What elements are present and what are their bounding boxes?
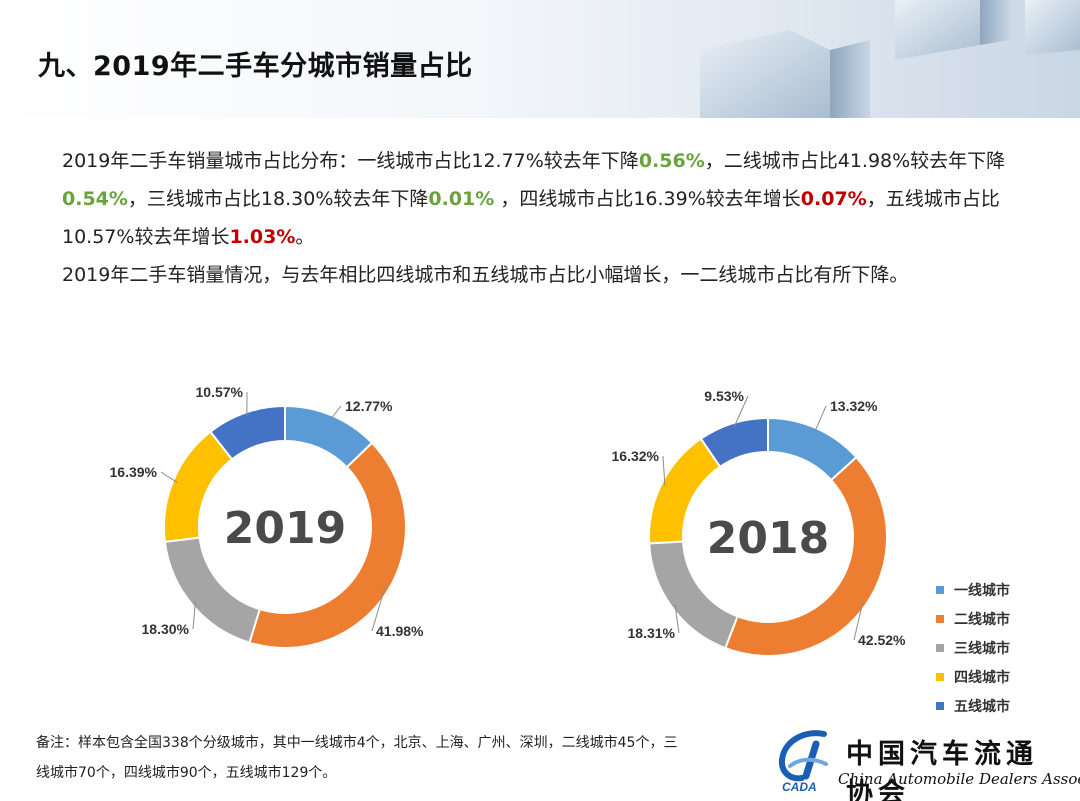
legend-item-tier-1: 一线城市	[936, 575, 1010, 604]
donut-2018-label-5: 9.53%	[704, 388, 744, 404]
donut-2019-label-2: 41.98%	[376, 623, 424, 639]
logo-name-cn: 中国汽车流通协会	[846, 739, 1038, 801]
donut-2018-center-label: 2018	[707, 513, 829, 564]
donut-2019-slice-4	[163, 430, 234, 543]
summary-paragraph-2: 2019年二手车销量情况，与去年相比四线城市和五线城市占比小幅增长，一二线城市占…	[62, 264, 909, 286]
tier2-change: 0.54%	[62, 188, 128, 210]
donut-2018-label-3: 18.31%	[628, 625, 676, 641]
donut-2018-slice-2	[724, 455, 888, 657]
summary-text: 2019年二手车销量城市占比分布：一线城市占比12.77%较去年下降0.56%，…	[62, 142, 1037, 294]
tier5-change: 1.03%	[229, 226, 296, 248]
logo-name-en: China Automobile Dealers Association	[838, 770, 1080, 788]
donut-2019-leader-2	[371, 588, 386, 632]
footnote-line-2: 线城市70个，四线城市90个，五线城市129个。	[36, 765, 337, 781]
legend-item-tier-3: 三线城市	[936, 633, 1010, 662]
donut-2019-leader-1	[330, 405, 342, 420]
footnote-line-1: 备注：样本包含全国338个分级城市，其中一线城市4个，北京、上海、广州、深圳，二…	[36, 735, 678, 751]
header-banner: 九、2019年二手车分城市销量占比	[0, 0, 1080, 118]
legend-swatch-tier-1	[936, 585, 944, 594]
legend-swatch-tier-5	[936, 701, 944, 710]
donut-2018-label-4: 16.32%	[612, 448, 660, 464]
donut-2018-leader-2	[853, 602, 864, 641]
donut-2019-slice-5	[209, 404, 286, 461]
donut-2019-leader-3	[192, 602, 196, 630]
donut-2019-label-1: 12.77%	[345, 398, 393, 414]
legend-label-tier-1: 一线城市	[954, 582, 1010, 599]
tier1-change: 0.56%	[638, 150, 705, 172]
donut-2019-leader-4	[160, 471, 178, 483]
donut-2019-label-5: 10.57%	[196, 384, 244, 400]
header-decoration	[700, 0, 1080, 118]
page-title: 九、2019年二手车分城市销量占比	[38, 51, 473, 82]
legend-swatch-tier-2	[936, 614, 944, 623]
donut-2018-label-2: 42.52%	[858, 632, 906, 648]
legend-item-tier-5: 五线城市	[936, 691, 1010, 720]
donut-2019-slice-2	[248, 441, 407, 649]
donut-2018-slice-5	[699, 416, 769, 469]
chart-legend: 一线城市二线城市三线城市四线城市五线城市	[936, 575, 1010, 720]
cada-emblem-icon: CADA	[778, 730, 828, 794]
legend-label-tier-5: 五线城市	[954, 698, 1010, 715]
tier4-change: 0.07%	[800, 188, 867, 210]
legend-item-tier-2: 二线城市	[936, 604, 1010, 633]
legend-item-tier-4: 四线城市	[936, 662, 1010, 691]
donut-2018-leader-4	[662, 455, 666, 487]
donut-2018-label-1: 13.32%	[830, 398, 878, 414]
logo-abbr: CADA	[782, 780, 817, 794]
donut-2019-label-4: 16.39%	[110, 464, 158, 480]
donut-2018-leader-3	[674, 604, 680, 634]
legend-label-tier-3: 三线城市	[954, 640, 1010, 657]
cada-logo: CADA 中国汽车流通协会 China Automobile Dealers A…	[776, 728, 1080, 801]
legend-swatch-tier-4	[936, 672, 944, 681]
tier3-change: 0.01%	[428, 188, 495, 210]
footnote: 备注：样本包含全国338个分级城市，其中一线城市4个，北京、上海、广州、深圳，二…	[36, 728, 736, 788]
legend-label-tier-4: 四线城市	[954, 669, 1010, 686]
summary-paragraph-1: 2019年二手车销量城市占比分布：一线城市占比12.77%较去年下降0.56%，…	[62, 150, 1006, 248]
legend-swatch-tier-3	[936, 643, 944, 652]
donut-2018-leader-1	[814, 405, 827, 433]
donut-2018-leader-5	[733, 395, 749, 428]
donut-2019-center-label: 2019	[224, 503, 346, 554]
legend-label-tier-2: 二线城市	[954, 611, 1010, 628]
donut-2019-label-3: 18.30%	[142, 621, 190, 637]
